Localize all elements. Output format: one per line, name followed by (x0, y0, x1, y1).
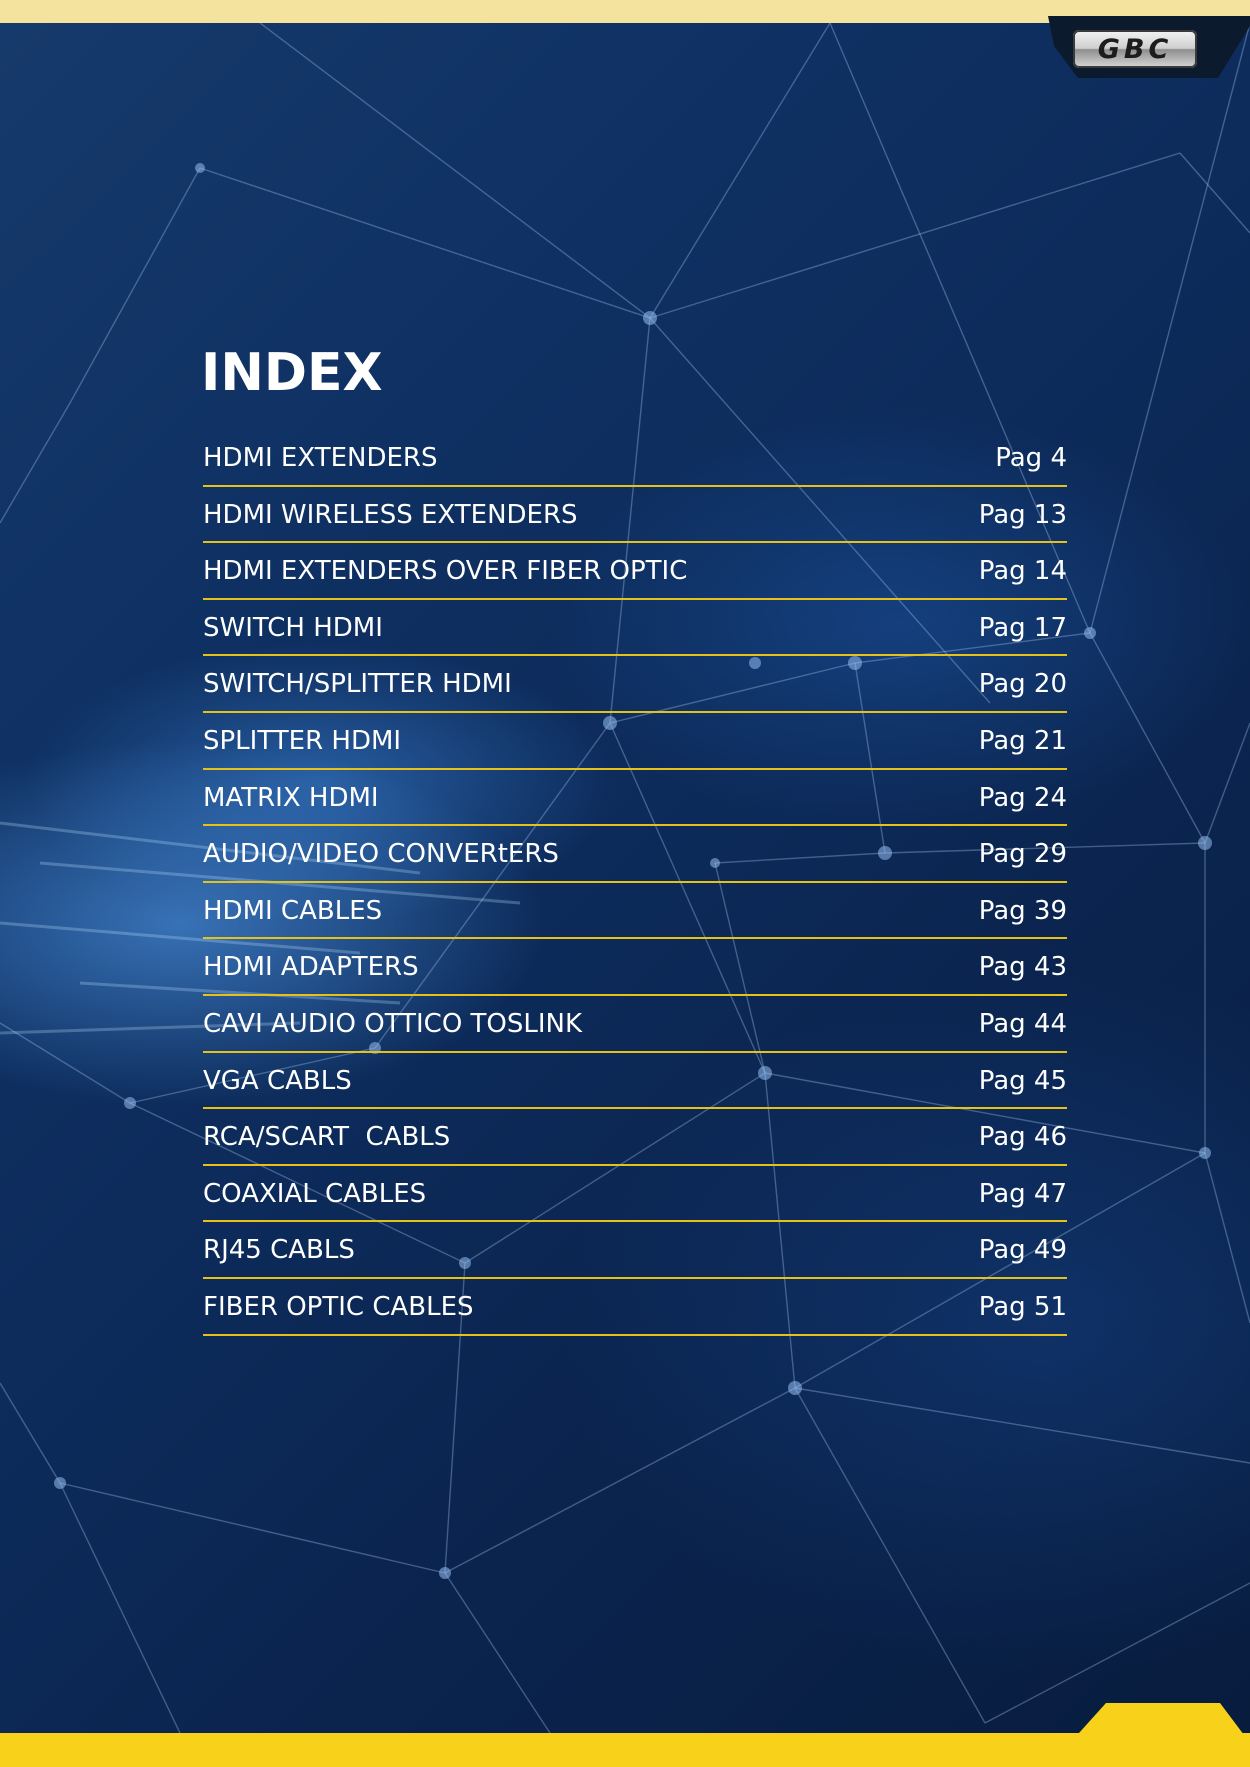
index-row[interactable]: SPLITTER HDMI Pag 21 (203, 713, 1067, 770)
network-lines-graphic (0, 23, 1250, 1733)
index-row-page: Pag 47 (978, 1178, 1067, 1209)
index-row[interactable]: VGA CABLS Pag 45 (203, 1053, 1067, 1110)
index-row[interactable]: CAVI AUDIO OTTICO TOSLINK Pag 44 (203, 996, 1067, 1053)
index-row[interactable]: HDMI WIRELESS EXTENDERS Pag 13 (203, 487, 1067, 544)
index-row-page: Pag 29 (978, 839, 1067, 870)
index-row-page: Pag 46 (978, 1122, 1067, 1153)
index-row-page: Pag 43 (978, 952, 1067, 983)
index-row-page: Pag 49 (978, 1235, 1067, 1266)
index-row-page: Pag 13 (978, 499, 1067, 530)
index-row-label: FIBER OPTIC CABLES (203, 1291, 474, 1322)
index-row-label: SWITCH/SPLITTER HDMI (203, 669, 512, 700)
index-row[interactable]: SWITCH HDMI Pag 17 (203, 600, 1067, 657)
index-row-page: Pag 4 (995, 443, 1067, 473)
index-row-page: Pag 51 (978, 1291, 1067, 1322)
index-row[interactable]: RJ45 CABLS Pag 49 (203, 1222, 1067, 1279)
index-row-label: HDMI ADAPTERS (203, 952, 419, 983)
index-row-page: Pag 17 (978, 612, 1067, 643)
index-row[interactable]: AUDIO/VIDEO CONVERtERS Pag 29 (203, 826, 1067, 883)
index-row-label: RJ45 CABLS (203, 1235, 355, 1266)
page-title: INDEX (201, 343, 383, 403)
index-row-page: Pag 24 (978, 782, 1067, 813)
index-row-page: Pag 44 (978, 1008, 1067, 1039)
index-row-label: COAXIAL CABLES (203, 1178, 427, 1209)
index-row-label: HDMI EXTENDERS (203, 443, 438, 473)
index-row-page: Pag 21 (978, 725, 1067, 756)
index-row-label: VGA CABLS (203, 1065, 352, 1096)
index-row[interactable]: MATRIX HDMI Pag 24 (203, 770, 1067, 827)
top-accent-strip (0, 0, 1250, 23)
index-row[interactable]: SWITCH/SPLITTER HDMI Pag 20 (203, 656, 1067, 713)
bottom-accent-strip (0, 1733, 1250, 1767)
index-row[interactable]: HDMI CABLES Pag 39 (203, 883, 1067, 940)
index-row-label: HDMI CABLES (203, 895, 383, 926)
index-row[interactable]: COAXIAL CABLES Pag 47 (203, 1166, 1067, 1223)
index-row-page: Pag 45 (978, 1065, 1067, 1096)
index-row[interactable]: RCA/SCART CABLS Pag 46 (203, 1109, 1067, 1166)
index-row-label: MATRIX HDMI (203, 782, 379, 813)
index-row-page: Pag 39 (978, 895, 1067, 926)
index-row-label: HDMI WIRELESS EXTENDERS (203, 499, 578, 530)
index-row[interactable]: HDMI EXTENDERS OVER FIBER OPTIC Pag 14 (203, 543, 1067, 600)
index-list: HDMI EXTENDERS Pag 4 HDMI WIRELESS EXTEN… (203, 430, 1067, 1336)
index-row-page: Pag 20 (978, 669, 1067, 700)
index-row[interactable]: HDMI ADAPTERS Pag 43 (203, 939, 1067, 996)
network-background (0, 23, 1250, 1733)
index-row-label: AUDIO/VIDEO CONVERtERS (203, 839, 559, 870)
index-row-label: CAVI AUDIO OTTICO TOSLINK (203, 1008, 583, 1039)
index-row[interactable]: HDMI EXTENDERS Pag 4 (203, 430, 1067, 487)
index-row-label: SWITCH HDMI (203, 612, 383, 643)
index-row-label: SPLITTER HDMI (203, 725, 402, 756)
index-row-label: HDMI EXTENDERS OVER FIBER OPTIC (203, 556, 688, 587)
index-row-label: RCA/SCART CABLS (203, 1122, 451, 1153)
gbc-logo: GBC (1073, 30, 1197, 68)
index-row[interactable]: FIBER OPTIC CABLES Pag 51 (203, 1279, 1067, 1336)
index-row-page: Pag 14 (978, 556, 1067, 587)
